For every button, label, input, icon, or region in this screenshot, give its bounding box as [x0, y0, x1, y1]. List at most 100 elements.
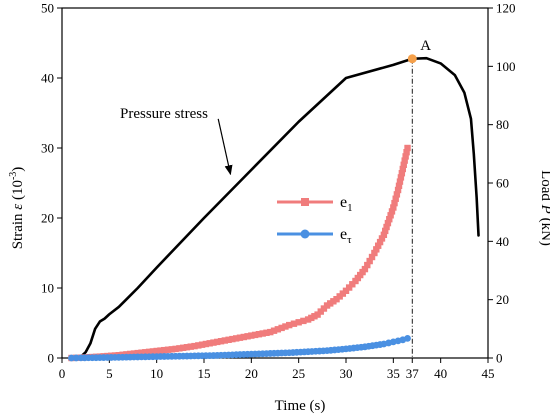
series-marker — [217, 338, 225, 345]
left-tick-label: 50 — [41, 1, 54, 16]
series-marker — [225, 336, 232, 343]
x-tick-label: 10 — [150, 366, 163, 381]
svg-text:eτ: eτ — [340, 226, 352, 246]
series-etau — [68, 335, 411, 362]
series-marker — [394, 186, 402, 194]
series-marker — [255, 331, 263, 338]
series-marker — [232, 335, 240, 342]
series-marker — [364, 261, 371, 269]
series-marker — [373, 246, 380, 253]
series-marker — [278, 324, 285, 332]
series-marker — [183, 344, 191, 351]
x-tick-label: 30 — [340, 366, 353, 381]
series-marker — [157, 347, 164, 354]
series-marker — [274, 326, 282, 333]
series-marker — [404, 144, 411, 152]
right-tick-label: 60 — [496, 176, 509, 191]
left-tick-label: 0 — [48, 351, 55, 366]
series-marker — [267, 328, 274, 336]
pressure-arrow — [217, 118, 233, 176]
series-marker — [382, 227, 389, 235]
right-tick-label: 120 — [496, 1, 516, 16]
series-marker — [270, 327, 278, 334]
series-marker — [282, 323, 289, 330]
legend-item-etau: eτ — [277, 226, 352, 246]
series-marker — [210, 339, 217, 346]
left-tick-label: 20 — [41, 211, 54, 226]
series-marker — [378, 235, 386, 242]
series-marker — [248, 332, 255, 339]
x-tick-label: 37 — [406, 366, 420, 381]
series-marker — [251, 331, 259, 339]
series-marker — [376, 238, 384, 246]
series-marker — [236, 334, 244, 341]
left-axis-ticks: 0 10 20 30 40 50 — [41, 1, 62, 366]
series-marker — [366, 257, 373, 265]
series-line — [70, 146, 409, 360]
series-line — [74, 56, 480, 360]
series-marker — [161, 346, 168, 354]
series-marker — [380, 231, 388, 238]
series-marker — [176, 345, 183, 352]
series-marker — [244, 333, 251, 340]
series-marker — [240, 333, 247, 341]
peak-point-label: A — [420, 38, 431, 54]
series-marker — [399, 165, 406, 173]
series-marker — [191, 342, 198, 350]
series-marker — [145, 348, 153, 356]
series-marker — [206, 340, 213, 347]
x-axis-ticks: 0 5 10 15 20 25 30 35 37 40 45 — [59, 358, 495, 381]
series-marker — [387, 212, 394, 219]
series-marker — [179, 344, 187, 351]
series-marker — [349, 281, 356, 288]
right-axis-label: Load P (kN) — [538, 170, 550, 246]
series-marker — [153, 347, 160, 355]
series-marker — [388, 208, 396, 215]
series-marker — [383, 223, 390, 231]
series-marker — [402, 153, 409, 160]
series-marker — [368, 253, 376, 261]
x-tick-label: 15 — [198, 366, 211, 381]
right-tick-label: 40 — [496, 234, 509, 249]
series-e1 — [68, 144, 411, 362]
x-tick-label: 25 — [292, 366, 305, 381]
right-tick-label: 20 — [496, 292, 509, 307]
series-marker — [202, 340, 210, 348]
series-load — [74, 56, 480, 360]
plot-border — [61, 7, 489, 359]
series-marker — [286, 321, 293, 329]
series-marker — [221, 337, 229, 344]
series-marker — [168, 346, 176, 353]
series-marker — [130, 350, 138, 357]
x-tick-label: 35 — [387, 366, 400, 381]
series-marker — [300, 317, 307, 325]
series-marker — [403, 149, 410, 156]
series-marker — [259, 330, 266, 337]
series-marker — [401, 157, 408, 164]
right-tick-label: 80 — [496, 117, 509, 132]
series-marker — [149, 348, 157, 355]
series-marker — [342, 287, 350, 294]
series-marker — [390, 204, 397, 211]
series-marker — [195, 342, 202, 349]
series-marker — [400, 161, 407, 168]
series-marker — [72, 354, 80, 362]
legend: e1 eτ — [277, 194, 353, 246]
left-tick-label: 40 — [41, 71, 54, 86]
series-marker — [393, 191, 401, 198]
left-tick-label: 30 — [41, 141, 54, 156]
annotation-layer: Pressure stress A — [120, 38, 431, 176]
right-axis-ticks: 0 20 40 60 80 100 120 — [488, 1, 516, 366]
series-marker — [290, 320, 298, 327]
series-marker — [371, 249, 378, 257]
series-marker — [295, 319, 302, 326]
series-marker — [229, 335, 236, 343]
series-marker — [263, 329, 270, 336]
x-tick-label: 0 — [59, 366, 66, 381]
series-marker — [164, 346, 172, 353]
series-marker — [172, 345, 179, 353]
series-marker — [198, 341, 206, 348]
pressure-stress-label: Pressure stress — [120, 106, 208, 122]
series-marker — [404, 335, 411, 342]
series-marker — [68, 354, 75, 362]
